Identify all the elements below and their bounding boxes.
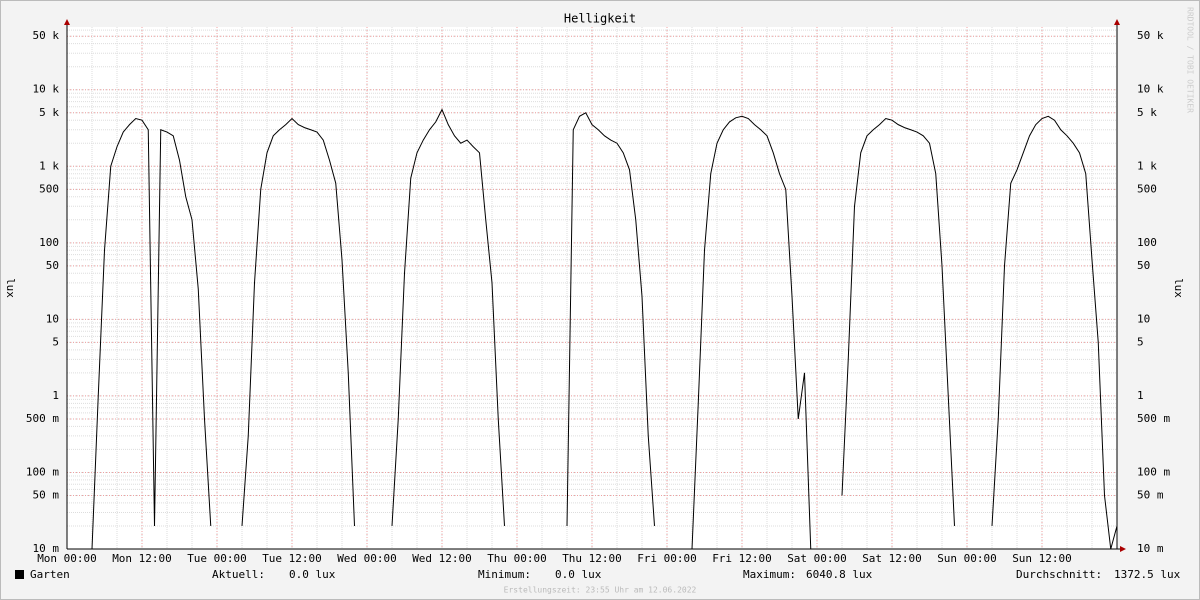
x-tick-label: Mon 00:00: [37, 552, 97, 565]
watermark: RRDTOOL / TOBI OETIKER: [1186, 7, 1195, 113]
y2-tick-label: 10 m: [1137, 542, 1164, 555]
data-line: [91, 108, 1117, 549]
stat-label: Durchschnitt:: [1016, 568, 1102, 581]
y2-tick-label: 10: [1137, 312, 1150, 325]
y-tick-label: 5 k: [39, 106, 59, 119]
y2-tick-label: 100: [1137, 236, 1157, 249]
stat-value: 6040.8 lux: [806, 568, 873, 581]
footer: Erstellungszeit: 23:55 Uhr am 12.06.2022: [504, 586, 697, 595]
y-tick-label: 5: [52, 335, 59, 348]
stat-value: 0.0 lux: [289, 568, 336, 581]
y2-tick-label: 10 k: [1137, 83, 1164, 96]
axis-arrow: [64, 19, 70, 25]
y-tick-label: 1: [52, 389, 59, 402]
y-tick-label: 50 m: [33, 488, 60, 501]
stat-label: Maximum:: [743, 568, 796, 581]
y-tick-label: 1 k: [39, 159, 59, 172]
x-tick-label: Fri 00:00: [637, 552, 697, 565]
x-tick-label: Sun 12:00: [1012, 552, 1072, 565]
stat-value: 1372.5 lux: [1114, 568, 1181, 581]
y2-tick-label: 50: [1137, 259, 1150, 272]
x-tick-label: Thu 00:00: [487, 552, 547, 565]
x-tick-label: Sun 00:00: [937, 552, 997, 565]
y-tick-label: 50: [46, 259, 59, 272]
x-tick-label: Thu 12:00: [562, 552, 622, 565]
y-tick-label: 10 k: [33, 83, 60, 96]
y2-tick-label: 1: [1137, 389, 1144, 402]
y2-tick-label: 5: [1137, 335, 1144, 348]
y2-tick-label: 100 m: [1137, 465, 1170, 478]
axis-arrow: [1120, 546, 1126, 552]
y-tick-label: 50 k: [33, 29, 60, 42]
legend-swatch: [15, 570, 24, 579]
y-tick-label: 10 m: [33, 542, 60, 555]
x-tick-label: Sat 12:00: [862, 552, 922, 565]
axis-arrow: [1114, 19, 1120, 25]
x-tick-label: Tue 12:00: [262, 552, 322, 565]
y2-tick-label: 50 m: [1137, 488, 1164, 501]
stat-label: Minimum:: [478, 568, 531, 581]
y-tick-label: 500 m: [26, 412, 59, 425]
x-tick-label: Wed 00:00: [337, 552, 397, 565]
y2-axis-label: lux: [1172, 278, 1185, 298]
y2-tick-label: 500: [1137, 182, 1157, 195]
y-tick-label: 10: [46, 312, 59, 325]
y-tick-label: 100 m: [26, 465, 59, 478]
x-tick-label: Mon 12:00: [112, 552, 172, 565]
grid: [66, 27, 1118, 550]
legend-label: Garten: [30, 568, 70, 581]
stat-value: 0.0 lux: [555, 568, 602, 581]
x-tick-label: Fri 12:00: [712, 552, 772, 565]
x-tick-label: Wed 12:00: [412, 552, 472, 565]
y-axis-label: lux: [4, 278, 17, 298]
y2-tick-label: 1 k: [1137, 159, 1157, 172]
y2-tick-label: 500 m: [1137, 412, 1170, 425]
x-tick-label: Tue 00:00: [187, 552, 247, 565]
y2-tick-label: 5 k: [1137, 106, 1157, 119]
y2-tick-label: 50 k: [1137, 29, 1164, 42]
x-tick-label: Sat 00:00: [787, 552, 847, 565]
stat-label: Aktuell:: [212, 568, 265, 581]
chart-title: Helligkeit: [564, 12, 636, 26]
y-tick-label: 100: [39, 236, 59, 249]
y-tick-label: 500: [39, 182, 59, 195]
